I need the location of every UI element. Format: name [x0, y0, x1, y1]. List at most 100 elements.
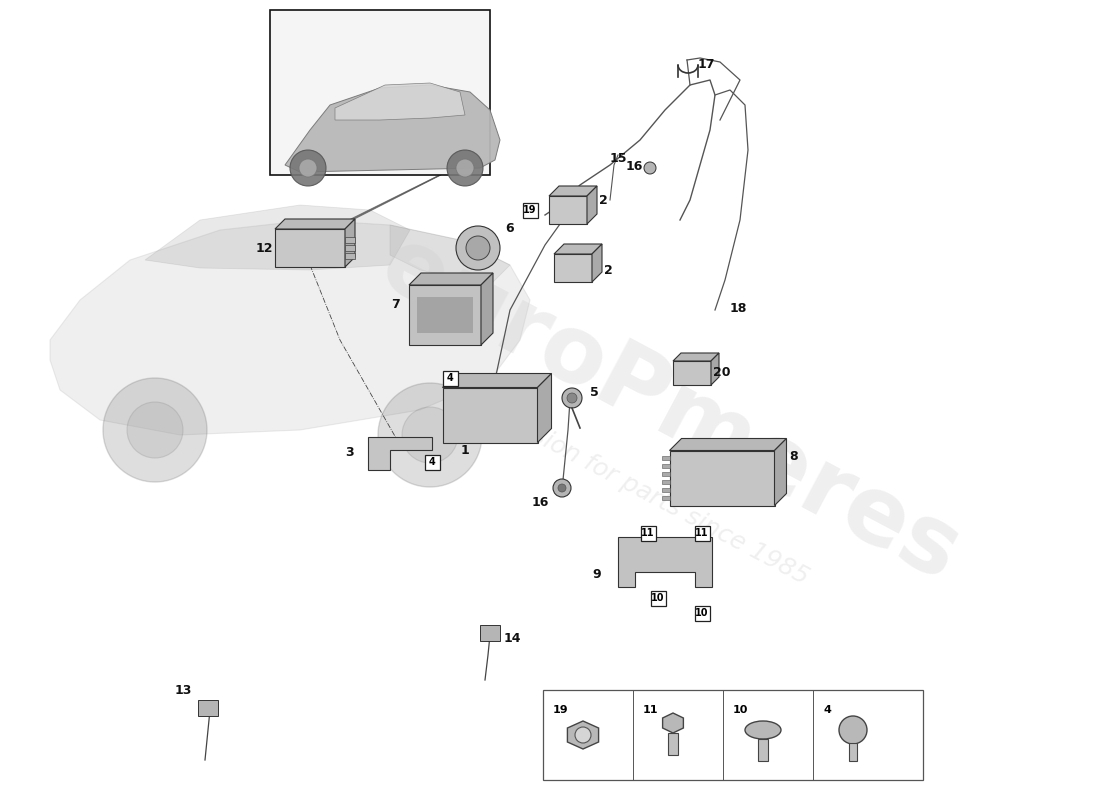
FancyBboxPatch shape	[442, 387, 538, 442]
Text: 11: 11	[644, 705, 659, 715]
Polygon shape	[592, 244, 602, 282]
Bar	[270, 10, 490, 175]
FancyBboxPatch shape	[640, 526, 656, 541]
Polygon shape	[390, 225, 510, 285]
Circle shape	[103, 378, 207, 482]
Polygon shape	[50, 220, 530, 435]
Polygon shape	[554, 244, 602, 254]
FancyBboxPatch shape	[275, 229, 345, 267]
FancyBboxPatch shape	[409, 285, 481, 345]
Bar	[345, 245, 355, 251]
Polygon shape	[336, 83, 465, 120]
Polygon shape	[670, 438, 786, 450]
Text: 16: 16	[531, 497, 549, 510]
Text: 9: 9	[593, 567, 602, 581]
Circle shape	[558, 484, 566, 492]
Text: 19: 19	[524, 205, 537, 215]
FancyBboxPatch shape	[694, 606, 710, 621]
Circle shape	[447, 150, 483, 186]
Polygon shape	[345, 219, 355, 267]
Bar	[198, 700, 218, 716]
Text: 4: 4	[823, 705, 830, 715]
Bar	[417, 297, 473, 333]
Circle shape	[466, 236, 490, 260]
Circle shape	[553, 479, 571, 497]
Polygon shape	[145, 205, 410, 270]
Text: 16: 16	[625, 161, 642, 174]
Circle shape	[456, 159, 474, 177]
Circle shape	[566, 393, 578, 403]
FancyBboxPatch shape	[549, 196, 587, 224]
FancyBboxPatch shape	[554, 254, 592, 282]
Text: 6: 6	[506, 222, 515, 234]
Text: 11: 11	[695, 528, 708, 538]
Polygon shape	[568, 721, 598, 749]
FancyBboxPatch shape	[522, 202, 538, 218]
Text: 8: 8	[790, 450, 799, 462]
Circle shape	[378, 383, 482, 487]
Text: 2: 2	[598, 194, 607, 206]
Bar	[662, 472, 670, 476]
Text: 17: 17	[697, 58, 715, 71]
Bar	[345, 237, 355, 243]
Text: 10: 10	[651, 593, 664, 603]
FancyBboxPatch shape	[694, 526, 710, 541]
Text: 7: 7	[390, 298, 399, 311]
Bar	[662, 456, 670, 460]
Circle shape	[456, 226, 501, 270]
Circle shape	[644, 162, 656, 174]
Text: 10: 10	[695, 608, 708, 618]
Polygon shape	[368, 437, 432, 470]
Text: 12: 12	[255, 242, 273, 254]
Circle shape	[290, 150, 326, 186]
Text: 2: 2	[604, 263, 613, 277]
Text: 14: 14	[504, 631, 520, 645]
Circle shape	[402, 407, 458, 463]
Circle shape	[126, 402, 183, 458]
Text: euroPmeres: euroPmeres	[365, 218, 975, 602]
Polygon shape	[481, 273, 493, 345]
Bar	[849, 743, 857, 761]
Text: 4: 4	[447, 373, 453, 383]
Bar	[662, 480, 670, 484]
FancyBboxPatch shape	[670, 450, 774, 506]
Ellipse shape	[745, 721, 781, 739]
FancyBboxPatch shape	[650, 590, 666, 606]
Polygon shape	[673, 353, 719, 361]
Circle shape	[562, 388, 582, 408]
Text: 1: 1	[461, 443, 470, 457]
Polygon shape	[774, 438, 786, 506]
Text: 13: 13	[174, 683, 191, 697]
FancyBboxPatch shape	[673, 361, 711, 385]
Polygon shape	[285, 85, 500, 172]
Circle shape	[575, 727, 591, 743]
Polygon shape	[442, 374, 551, 387]
Polygon shape	[549, 186, 597, 196]
Polygon shape	[275, 219, 355, 229]
Bar	[662, 464, 670, 468]
FancyBboxPatch shape	[425, 454, 440, 470]
Text: 15: 15	[609, 151, 627, 165]
Polygon shape	[662, 713, 683, 733]
Text: 4: 4	[429, 457, 436, 467]
Text: 5: 5	[590, 386, 598, 399]
Text: 3: 3	[345, 446, 354, 459]
Text: 11: 11	[641, 528, 654, 538]
Polygon shape	[711, 353, 719, 385]
Polygon shape	[538, 374, 551, 442]
Bar	[668, 733, 678, 755]
Bar	[345, 253, 355, 259]
Bar	[480, 625, 501, 641]
Polygon shape	[587, 186, 597, 224]
Bar	[662, 496, 670, 500]
Text: 20: 20	[713, 366, 730, 379]
Circle shape	[299, 159, 317, 177]
Text: 18: 18	[729, 302, 747, 314]
Polygon shape	[409, 273, 493, 285]
FancyBboxPatch shape	[442, 370, 458, 386]
Text: 10: 10	[733, 705, 748, 715]
Bar	[662, 488, 670, 492]
Circle shape	[839, 716, 867, 744]
Bar	[543, 690, 923, 780]
Text: a passion for parts since 1985: a passion for parts since 1985	[468, 390, 813, 590]
